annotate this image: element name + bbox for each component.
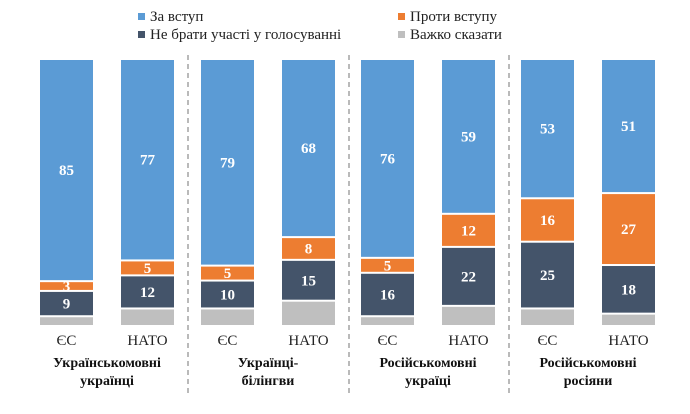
category-tick: НАТО [448, 333, 488, 349]
legend-swatch-for [138, 13, 145, 20]
category-tick: ЄС [538, 333, 558, 349]
bar-segment-against [40, 282, 93, 290]
group-label: Українськомовні [53, 356, 161, 371]
data-label-for: 59 [461, 129, 476, 145]
bars: 85 3 9 77 5 12 79 5 10 68 8 15 76 5 16 59 12 22 53 16 25 51 27… [40, 60, 655, 325]
legend-swatch-abstain [138, 31, 145, 38]
category-tick: ЄС [218, 333, 238, 349]
data-label-against: 27 [621, 222, 637, 238]
data-label-abstain: 15 [301, 273, 316, 289]
bar-segment-against [442, 214, 495, 246]
bar-segment-hard [40, 317, 93, 325]
bar-segment-against [121, 261, 174, 275]
bar-segment-for [602, 60, 655, 193]
bar-segment-against [602, 194, 655, 265]
data-label-abstain: 12 [140, 285, 155, 301]
legend-label-hard: Важко сказати [410, 27, 502, 43]
group-labels: Українськомовні українці Українці-білінгви… [53, 356, 637, 389]
category-tick: НАТО [608, 333, 648, 349]
data-label-for: 53 [540, 122, 555, 138]
category-ticks: ЄС НАТО ЄС НАТО ЄС НАТО ЄС НАТО [57, 333, 649, 349]
legend: За вступ Проти вступу Не брати участі у го… [138, 9, 502, 43]
data-label-for: 51 [621, 119, 636, 135]
bar-segment-for [361, 60, 414, 257]
bar-segment-abstain [282, 260, 335, 300]
bar-segment-for [40, 60, 93, 281]
bar-2-1: 59 12 22 [442, 60, 495, 325]
data-label-for: 79 [220, 155, 235, 171]
data-label-for: 68 [301, 141, 316, 157]
bar-segment-hard [602, 314, 655, 325]
data-label-against: 5 [144, 261, 152, 277]
bar-segment-hard [361, 317, 414, 325]
group-label: україці [405, 374, 451, 389]
bar-segment-for [282, 60, 335, 237]
category-tick: НАТО [127, 333, 167, 349]
bar-segment-hard [282, 301, 335, 325]
legend-label-for: За вступ [150, 9, 203, 25]
bar-segment-for [121, 60, 174, 260]
data-label-against: 12 [461, 223, 476, 239]
group-label: Українці- [238, 356, 299, 371]
data-label-against: 16 [540, 213, 556, 229]
data-label-abstain: 18 [621, 282, 636, 298]
bar-segment-abstain [442, 247, 495, 305]
legend-label-against: Проти вступу [410, 9, 498, 25]
bar-0-0: 85 3 9 [40, 60, 93, 325]
bar-segment-against [282, 238, 335, 259]
data-label-abstain: 10 [220, 288, 235, 304]
bar-segment-hard [201, 309, 254, 325]
group-label: українці [80, 374, 134, 389]
bar-segment-abstain [121, 276, 174, 308]
bar-3-1: 51 27 18 [602, 60, 655, 325]
bar-segment-abstain [602, 266, 655, 313]
bar-segment-abstain [201, 281, 254, 308]
bar-segment-against [361, 258, 414, 272]
group-label: Російськомовні [379, 356, 476, 371]
bar-segment-hard [121, 309, 174, 325]
bar-segment-against [201, 266, 254, 280]
group-label: білінгви [242, 374, 295, 389]
data-label-against: 8 [305, 241, 313, 257]
data-label-abstain: 16 [380, 288, 396, 304]
legend-swatch-against [398, 13, 405, 20]
data-label-for: 77 [140, 153, 156, 169]
data-label-for: 85 [59, 163, 74, 179]
bar-0-1: 77 5 12 [121, 60, 174, 325]
bar-segment-for [442, 60, 495, 213]
group-label: Російськомовні [539, 356, 636, 371]
data-label-for: 76 [380, 151, 396, 167]
data-label-against: 5 [384, 258, 392, 274]
bar-1-0: 79 5 10 [201, 60, 254, 325]
bar-segment-hard [442, 306, 495, 325]
bar-1-1: 68 8 15 [282, 60, 335, 325]
bar-segment-abstain [40, 291, 93, 316]
bar-segment-against [521, 199, 574, 241]
data-label-abstain: 9 [63, 297, 71, 313]
bar-3-0: 53 16 25 [521, 60, 574, 325]
data-label-abstain: 22 [461, 269, 476, 285]
bar-segment-for [521, 60, 574, 198]
group-label: росіяни [564, 374, 613, 389]
bar-segment-abstain [521, 242, 574, 308]
group-separators [187, 55, 510, 395]
category-tick: ЄС [57, 333, 77, 349]
category-tick: ЄС [378, 333, 398, 349]
data-label-against: 3 [63, 279, 71, 295]
legend-label-abstain: Не брати участі у голосуванні [150, 27, 341, 43]
category-tick: НАТО [288, 333, 328, 349]
data-label-abstain: 25 [540, 268, 555, 284]
bar-2-0: 76 5 16 [361, 60, 414, 325]
bar-segment-abstain [361, 273, 414, 316]
legend-swatch-hard [398, 31, 405, 38]
bar-segment-hard [521, 309, 574, 325]
bar-segment-for [201, 60, 254, 265]
data-label-against: 5 [224, 266, 232, 282]
